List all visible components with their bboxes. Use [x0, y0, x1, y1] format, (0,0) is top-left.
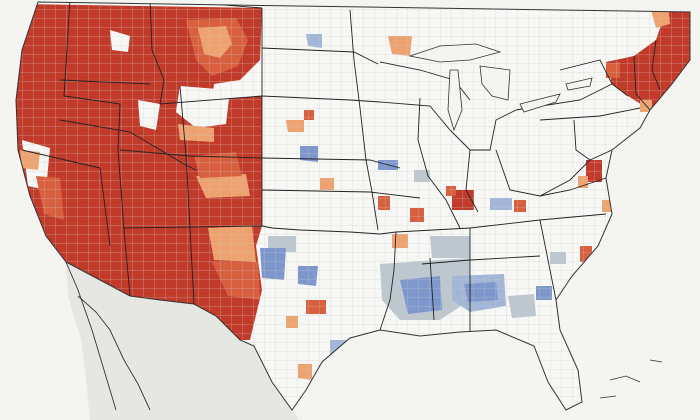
lake-michigan: [447, 69, 463, 132]
us-coastline: [15, 1, 691, 411]
caribbean-islands: [599, 359, 663, 399]
mexico-coastline: [65, 261, 117, 411]
lake-superior: [408, 43, 502, 63]
lake-ontario: [565, 77, 593, 91]
mexico-landmass: [66, 262, 300, 420]
lake-huron: [479, 65, 511, 101]
baja-coastline: [77, 295, 151, 411]
lake-erie: [519, 93, 561, 113]
state-borders: [21, 2, 661, 332]
baja-peninsula: [66, 262, 116, 410]
